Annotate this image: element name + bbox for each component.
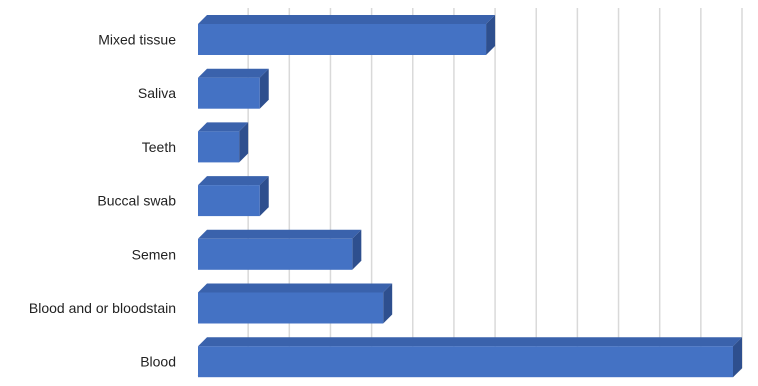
bar-top-face — [198, 283, 393, 293]
category-labels: Blood Blood and or bloodstain Semen Buccal … — [29, 32, 176, 370]
bar-side-face — [486, 15, 496, 55]
bar-front-face — [198, 131, 240, 163]
bar — [198, 337, 742, 378]
bar-top-face — [198, 176, 269, 186]
bar-side-face — [259, 176, 269, 217]
bar-top-face — [198, 68, 269, 78]
bar-side-face — [239, 122, 249, 163]
bar — [198, 283, 393, 324]
bar — [198, 68, 269, 109]
bar-side-face — [383, 283, 393, 324]
category-label: Blood and or bloodstain — [29, 300, 176, 316]
category-label: Teeth — [142, 139, 176, 155]
bar-side-face — [733, 337, 742, 378]
bar-top-face — [198, 229, 362, 239]
category-label: Semen — [132, 246, 176, 262]
category-label: Mixed tissue — [98, 32, 176, 48]
bar-top-face — [198, 337, 742, 347]
bar-front-face — [198, 77, 260, 109]
bar-front-face — [198, 24, 487, 55]
bar-front-face — [198, 185, 260, 217]
bar — [198, 15, 496, 55]
bar — [198, 229, 362, 270]
bar-top-face — [198, 15, 496, 24]
bar-side-face — [259, 68, 269, 109]
bar — [198, 122, 249, 163]
bar-front-face — [198, 238, 353, 270]
category-label: Buccal swab — [97, 193, 176, 209]
gridlines — [197, 8, 743, 377]
bar-top-face — [198, 122, 249, 132]
category-label: Saliva — [138, 85, 176, 101]
bar-side-face — [352, 229, 362, 270]
bar-front-face — [198, 346, 733, 378]
bars — [198, 15, 742, 378]
category-label: Blood — [140, 354, 176, 370]
bar-front-face — [198, 292, 384, 324]
bar — [198, 176, 269, 217]
